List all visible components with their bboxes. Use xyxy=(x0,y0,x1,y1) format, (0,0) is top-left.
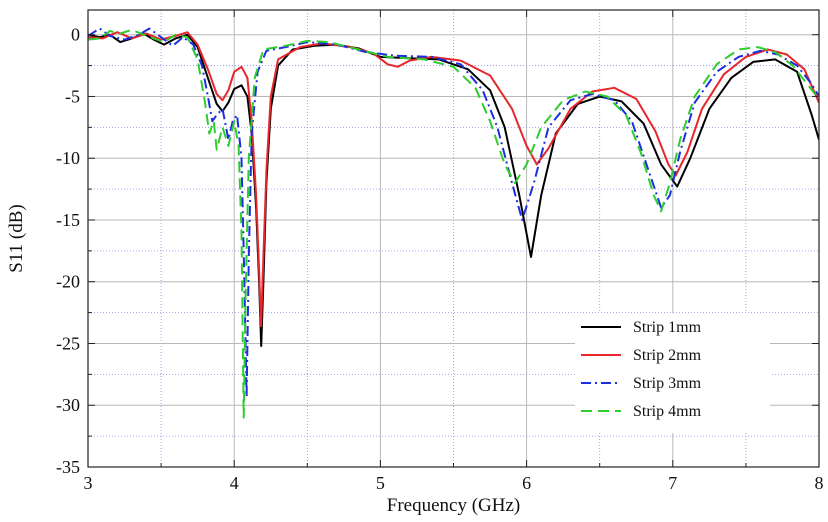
series-line-strip-3mm xyxy=(88,27,819,398)
legend-label: Strip 4mm xyxy=(633,403,702,420)
y-tick-label: -15 xyxy=(56,210,80,230)
y-tick-label: -5 xyxy=(65,86,80,106)
legend-label: Strip 1mm xyxy=(633,319,702,336)
x-axis-label: Frequency (GHz) xyxy=(387,495,520,516)
x-tick-label: 5 xyxy=(376,473,385,493)
series-line-strip-4mm xyxy=(88,28,819,419)
x-tick-label: 3 xyxy=(84,473,93,493)
legend-label: Strip 3mm xyxy=(633,375,702,392)
legend: Strip 1mm Strip 2mm Strip 3mm Strip 4mm xyxy=(575,313,770,433)
y-tick-label: -30 xyxy=(56,395,80,415)
y-tick-label: -35 xyxy=(56,457,80,477)
x-tick-label: 7 xyxy=(668,473,677,493)
x-tick-label: 4 xyxy=(230,473,239,493)
x-tick-label: 6 xyxy=(522,473,531,493)
series-line-strip-1mm xyxy=(88,32,819,347)
y-tick-label: -10 xyxy=(56,148,80,168)
x-tick-label: 8 xyxy=(815,473,824,493)
legend-box xyxy=(575,313,770,433)
series-lines xyxy=(88,27,819,419)
legend-label: Strip 2mm xyxy=(633,347,702,364)
y-tick-label: 0 xyxy=(71,25,80,45)
axis-ticks: 3 4 5 6 7 8 0 -5 -10 -15 -20 -25 -30 -35 xyxy=(56,10,824,493)
y-axis-label: S11 (dB) xyxy=(6,204,27,272)
y-tick-label: -25 xyxy=(56,333,80,353)
y-tick-label: -20 xyxy=(56,272,80,292)
